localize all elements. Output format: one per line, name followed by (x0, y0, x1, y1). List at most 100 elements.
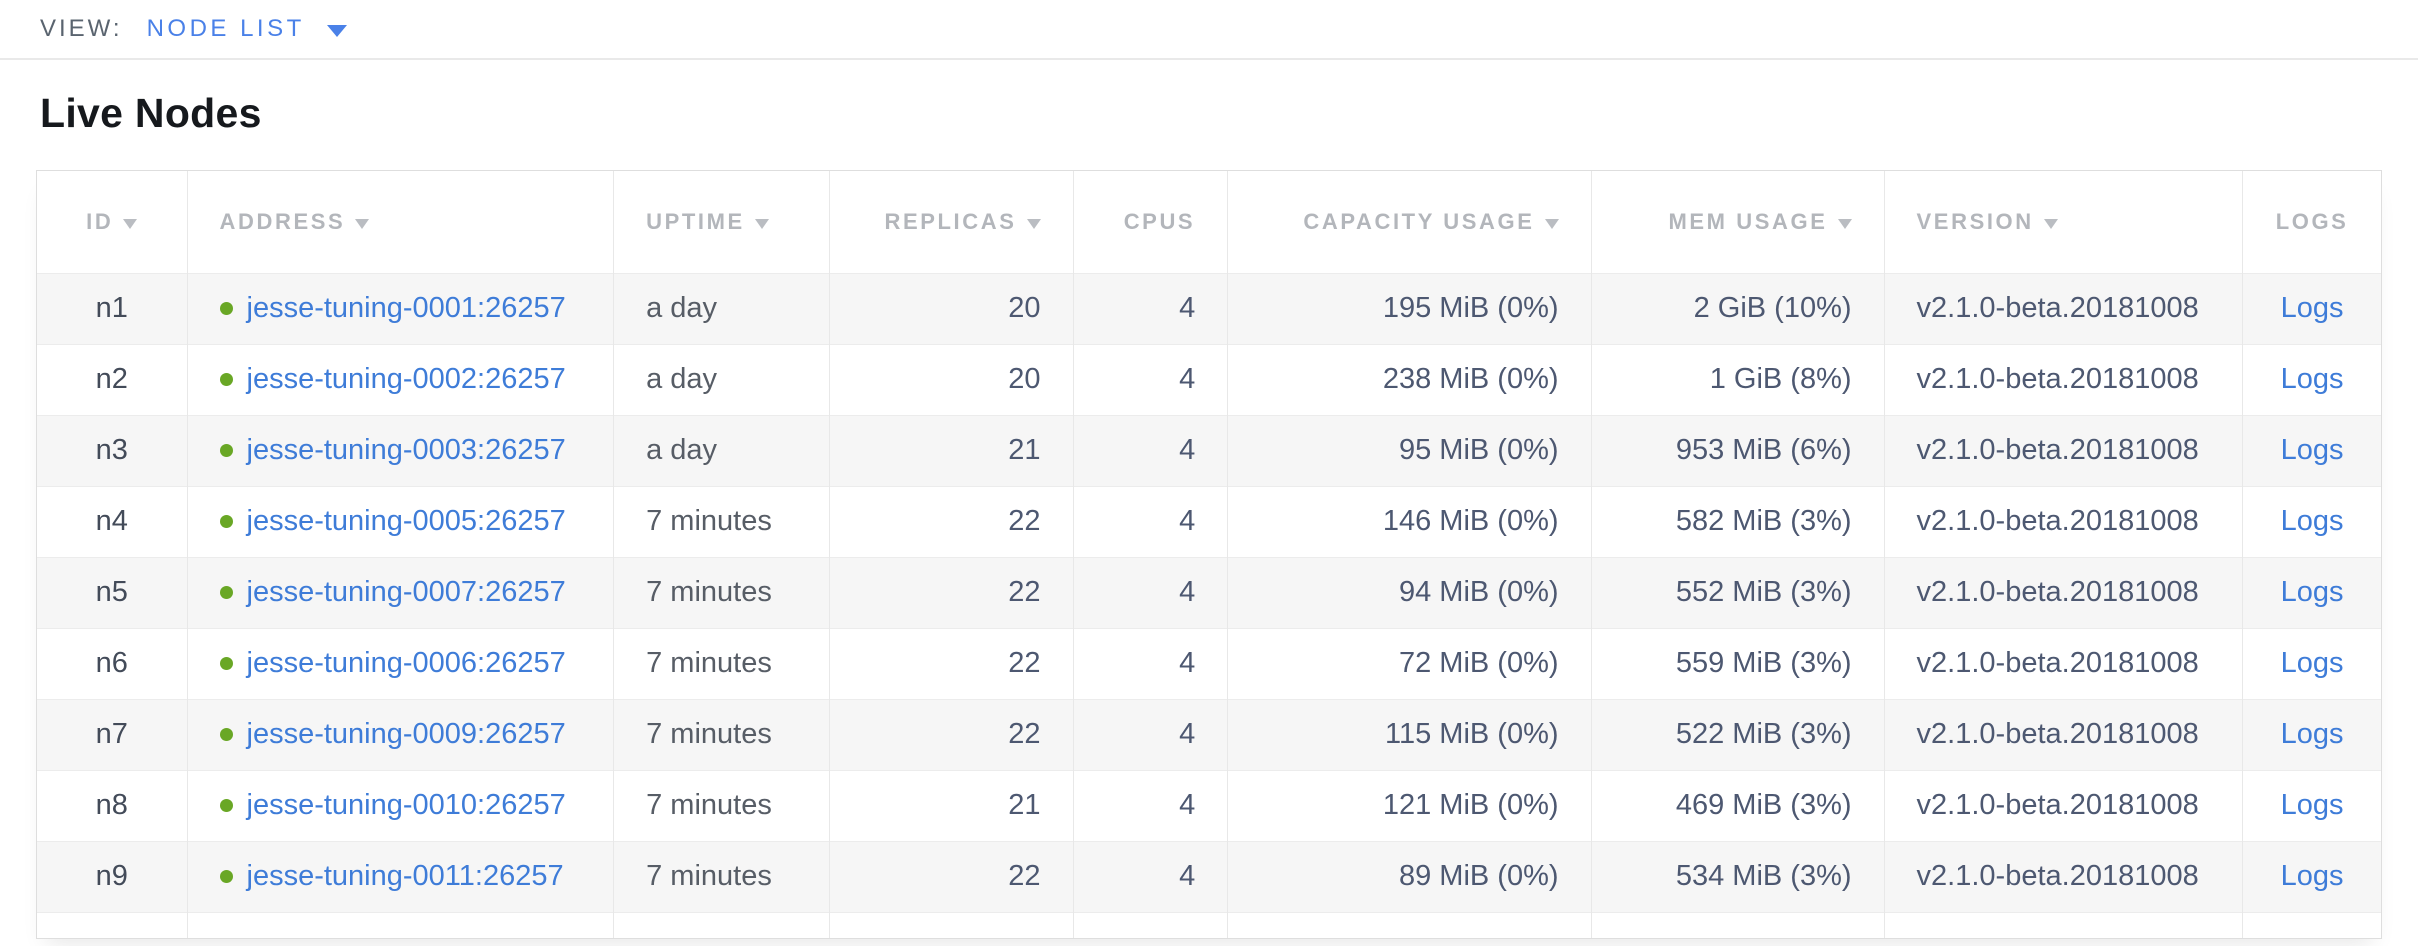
node-address-link[interactable]: jesse-tuning-0010:26257 (246, 789, 566, 821)
node-logs-link[interactable]: Logs (2280, 789, 2344, 821)
node-version-cell: v2.1.0-beta.20181008 (1883, 485, 2243, 557)
node-logs-cell: Logs (2242, 272, 2381, 344)
node-id-cell: n3 (37, 414, 188, 486)
node-live-status-icon (219, 870, 233, 883)
node-version-cell: v2.1.0-beta.20181008 (1883, 698, 2243, 770)
node-address-cell: jesse-tuning-0011:26257 (186, 840, 614, 912)
view-label: VIEW: (40, 15, 123, 42)
column-header-address[interactable]: ADDRESS (186, 171, 614, 273)
node-id-cell: n6 (37, 627, 188, 699)
table-header-row: ID ADDRESS UPTIME REPLICAS CPUS CAPACITY… (37, 171, 2381, 273)
node-replicas-cell: 22 (828, 485, 1074, 557)
node-mem-usage-cell: 534 MiB (3%) (1590, 840, 1885, 912)
table-row: n6 jesse-tuning-0006:26257 7 minutes 22 … (37, 627, 2381, 699)
node-logs-link[interactable]: Logs (2280, 860, 2344, 892)
node-cpus-cell: 4 (1072, 698, 1228, 770)
node-logs-cell: Logs (2242, 769, 2381, 841)
node-logs-cell: Logs (2242, 485, 2381, 557)
chevron-down-icon (326, 24, 347, 37)
node-version-cell: v2.1.0-beta.20181008 (1883, 556, 2243, 628)
node-id-cell: n9 (37, 840, 188, 912)
node-replicas-cell: 21 (828, 414, 1074, 486)
column-header-cpus: CPUS (1072, 171, 1228, 273)
node-capacity-usage-cell: 195 MiB (0%) (1227, 272, 1592, 344)
table-row: n1 jesse-tuning-0001:26257 a day 20 4 19… (37, 272, 2381, 344)
column-header-logs: LOGS (2242, 171, 2381, 273)
column-label: ID (86, 208, 114, 234)
node-id-cell: n1 (37, 272, 188, 344)
node-mem-usage-cell: 469 MiB (3%) (1590, 769, 1885, 841)
node-address-cell: jesse-tuning-0007:26257 (186, 556, 614, 628)
column-header-capacity-usage[interactable]: CAPACITY USAGE (1227, 171, 1592, 273)
node-capacity-usage-cell: 115 MiB (0%) (1227, 698, 1592, 770)
node-address-cell: jesse-tuning-0006:26257 (186, 627, 614, 699)
node-uptime-cell: a day (613, 414, 830, 486)
node-live-status-icon (219, 728, 233, 741)
node-address-cell: jesse-tuning-0005:26257 (186, 485, 614, 557)
node-address-cell: jesse-tuning-0002:26257 (186, 343, 614, 415)
node-cpus-cell: 4 (1072, 272, 1228, 344)
node-address-link[interactable]: jesse-tuning-0006:26257 (246, 647, 566, 679)
node-id-cell: n7 (37, 698, 188, 770)
sort-caret-icon (2043, 218, 2058, 229)
node-uptime-cell: 7 minutes (613, 698, 830, 770)
node-address-link[interactable]: jesse-tuning-0007:26257 (246, 576, 566, 608)
node-live-status-icon (219, 444, 233, 457)
column-header-replicas[interactable]: REPLICAS (828, 171, 1074, 273)
node-version-cell: v2.1.0-beta.20181008 (1883, 272, 2243, 344)
node-address-link[interactable]: jesse-tuning-0009:26257 (246, 718, 566, 750)
node-logs-link[interactable]: Logs (2280, 363, 2344, 395)
node-address-link[interactable]: jesse-tuning-0002:26257 (246, 363, 566, 395)
node-address-link[interactable]: jesse-tuning-0003:26257 (246, 434, 566, 466)
node-mem-usage-cell: 953 MiB (6%) (1590, 414, 1885, 486)
node-logs-cell: Logs (2242, 556, 2381, 628)
node-capacity-usage-cell: 94 MiB (0%) (1227, 556, 1592, 628)
view-dropdown[interactable]: NODE LIST (147, 15, 347, 43)
node-mem-usage-cell: 552 MiB (3%) (1590, 556, 1885, 628)
node-logs-link[interactable]: Logs (2280, 647, 2344, 679)
node-mem-usage-cell: 2 GiB (10%) (1590, 272, 1885, 344)
node-address-cell: jesse-tuning-0010:26257 (186, 769, 614, 841)
column-header-mem-usage[interactable]: MEM USAGE (1590, 171, 1885, 273)
node-cpus-cell: 4 (1072, 840, 1228, 912)
node-logs-link[interactable]: Logs (2280, 292, 2344, 324)
page-title: Live Nodes (40, 90, 262, 136)
sort-caret-icon (1026, 218, 1041, 229)
node-logs-link[interactable]: Logs (2280, 434, 2344, 466)
node-logs-link[interactable]: Logs (2280, 505, 2344, 537)
node-cpus-cell: 4 (1072, 556, 1228, 628)
sort-caret-icon (1544, 218, 1559, 229)
node-live-status-icon (219, 302, 233, 315)
node-id-cell: n5 (37, 556, 188, 628)
node-logs-link[interactable]: Logs (2280, 576, 2344, 608)
node-logs-link[interactable]: Logs (2280, 718, 2344, 750)
node-replicas-cell: 22 (828, 698, 1074, 770)
column-header-id[interactable]: ID (37, 171, 188, 273)
node-address-cell: jesse-tuning-0001:26257 (186, 272, 614, 344)
node-live-status-icon (219, 515, 233, 528)
node-cpus-cell: 4 (1072, 414, 1228, 486)
column-label: CPUS (1123, 208, 1196, 234)
column-header-version[interactable]: VERSION (1883, 171, 2243, 273)
node-address-link[interactable]: jesse-tuning-0001:26257 (246, 292, 566, 324)
sort-caret-icon (355, 218, 370, 229)
node-capacity-usage-cell: 238 MiB (0%) (1227, 343, 1592, 415)
node-uptime-cell: 7 minutes (613, 485, 830, 557)
node-logs-cell: Logs (2242, 343, 2381, 415)
node-version-cell: v2.1.0-beta.20181008 (1883, 627, 2243, 699)
node-address-link[interactable]: jesse-tuning-0011:26257 (246, 860, 564, 892)
node-capacity-usage-cell: 72 MiB (0%) (1227, 627, 1592, 699)
node-address-link[interactable]: jesse-tuning-0005:26257 (246, 505, 566, 537)
node-address-cell: jesse-tuning-0009:26257 (186, 698, 614, 770)
column-label: LOGS (2275, 208, 2349, 234)
table-row: n4 jesse-tuning-0005:26257 7 minutes 22 … (37, 485, 2381, 557)
node-replicas-cell: 22 (828, 840, 1074, 912)
node-version-cell: v2.1.0-beta.20181008 (1883, 343, 2243, 415)
node-live-status-icon (219, 373, 233, 386)
column-label: CAPACITY USAGE (1303, 208, 1535, 234)
node-cpus-cell: 4 (1072, 485, 1228, 557)
table-row: n2 jesse-tuning-0002:26257 a day 20 4 23… (37, 343, 2381, 415)
node-logs-cell: Logs (2242, 414, 2381, 486)
node-capacity-usage-cell: 146 MiB (0%) (1227, 485, 1592, 557)
column-header-uptime[interactable]: UPTIME (613, 171, 830, 273)
